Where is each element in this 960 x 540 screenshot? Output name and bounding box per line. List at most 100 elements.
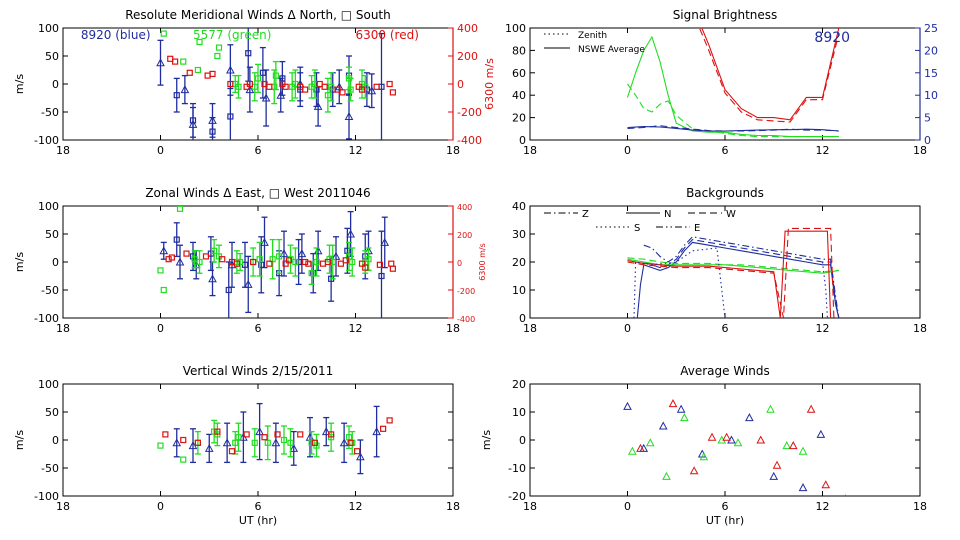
data-point-square — [285, 257, 292, 264]
data-point-square — [349, 258, 356, 266]
plot-area — [627, 227, 840, 318]
y-tick-label: 30 — [512, 228, 526, 241]
plot-frame — [529, 205, 921, 319]
y-tick-label: 20 — [512, 256, 526, 269]
y2-tick-label: 5 — [924, 112, 931, 125]
y-tick-label: 10 — [512, 406, 526, 419]
data-point-square — [388, 260, 395, 267]
data-point-triangle — [689, 466, 699, 475]
y2-axis-label: 6300 m/s — [478, 243, 487, 281]
series-line-red — [701, 28, 840, 121]
data-point-square — [292, 258, 299, 266]
data-point-square — [386, 417, 393, 424]
chart-title: Resolute Meridional Winds Δ North, □ Sou… — [125, 8, 391, 22]
data-point-square — [183, 250, 190, 257]
data-point-square — [282, 83, 289, 90]
data-point-triangle — [636, 443, 645, 452]
x-tick-label: 0 — [624, 500, 631, 513]
data-point-square — [358, 86, 366, 93]
data-point-square — [176, 206, 184, 212]
y2-tick-label: 200 — [457, 231, 472, 240]
data-point-square — [354, 448, 361, 455]
y-tick-label: 100 — [505, 22, 526, 35]
data-point-square — [295, 258, 302, 266]
legend-entry: E — [694, 223, 700, 234]
x-tick-label: 12 — [816, 500, 830, 513]
legend-entry: Z — [582, 209, 589, 220]
x-tick-label: 18 — [913, 500, 927, 513]
data-point-square — [237, 258, 244, 266]
data-point-triangle — [745, 413, 754, 422]
data-point-square — [313, 258, 320, 266]
data-point-triangle — [680, 413, 689, 422]
series-line-blue — [643, 239, 840, 318]
y-tick-label: 0 — [519, 134, 526, 147]
plot-area — [157, 402, 393, 475]
y-tick-label: -100 — [34, 134, 59, 147]
legend-text: 6300 (red) — [356, 28, 419, 42]
data-point-square — [243, 431, 250, 438]
x-tick-label: 0 — [624, 322, 631, 335]
data-point-square — [324, 258, 331, 266]
y-axis-label: m/s — [13, 74, 26, 94]
series-green — [157, 419, 356, 463]
data-point-square — [214, 428, 221, 435]
panel-zonal: Zonal Winds Δ East, □ West 2011046 18 0 6 12… — [13, 186, 487, 335]
data-point-square — [324, 92, 331, 99]
data-point-square — [180, 436, 187, 444]
y2-tick-label: 0 — [924, 134, 931, 147]
data-point-triangle — [676, 404, 686, 413]
data-point-triangle — [662, 471, 671, 480]
x-tick-label: 0 — [624, 144, 631, 157]
data-point-triangle — [222, 438, 232, 447]
plot-area — [626, 28, 840, 138]
data-point-square — [219, 256, 226, 263]
data-point-square — [389, 89, 396, 96]
data-point-square — [269, 256, 276, 263]
x-tick-label: 6 — [255, 500, 262, 513]
data-point-square — [373, 83, 380, 90]
y2-tick-label: -400 — [457, 134, 482, 147]
data-point-triangle — [156, 58, 165, 67]
data-point-square — [311, 439, 318, 446]
legend-entry: S — [634, 223, 640, 234]
data-point-triangle — [346, 229, 355, 238]
y2-tick-label: -200 — [457, 106, 482, 119]
x-tick-label: 18 — [56, 500, 70, 513]
data-point-square — [228, 448, 236, 455]
y2-tick-label: 200 — [457, 50, 478, 63]
data-point-triangle — [733, 438, 743, 447]
data-point-triangle — [188, 441, 198, 450]
series-blue — [623, 401, 826, 492]
data-point-triangle — [372, 427, 381, 436]
y-tick-label: 0 — [52, 78, 59, 91]
data-point-square — [380, 425, 387, 432]
panel-meridional: Resolute Meridional Winds Δ North, □ Sou… — [13, 8, 496, 157]
data-point-triangle — [707, 432, 717, 441]
x-tick-label: 18 — [446, 500, 460, 513]
data-point-triangle — [289, 443, 299, 452]
data-point-triangle — [321, 427, 331, 436]
x-tick-label: 6 — [722, 500, 729, 513]
data-point-square — [173, 92, 180, 99]
y-tick-label: -10 — [508, 462, 526, 475]
data-point-square — [347, 86, 354, 93]
data-point-square — [302, 86, 309, 93]
data-point-triangle — [772, 460, 782, 469]
y-tick-label: -100 — [34, 312, 59, 325]
data-point-triangle — [279, 249, 289, 258]
x-tick-label: 6 — [722, 322, 729, 335]
data-point-square — [376, 261, 383, 268]
y2-axis-label: 6300 m/s — [483, 58, 496, 110]
legend-entry: W — [726, 209, 736, 220]
data-point-triangle — [356, 452, 365, 461]
data-point-triangle — [722, 432, 731, 441]
x-tick-label: 18 — [913, 322, 927, 335]
y-tick-label: -50 — [41, 284, 59, 297]
data-point-square — [274, 431, 281, 438]
series-red — [636, 399, 847, 496]
data-point-square — [259, 69, 266, 76]
data-point-triangle — [628, 446, 637, 455]
